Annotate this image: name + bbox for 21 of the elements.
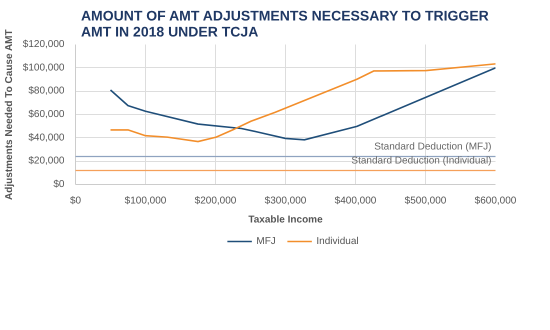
legend-label: MFJ [256,236,276,246]
y-tick-label: $100,000 [22,62,65,74]
y-tick-label: $80,000 [28,86,65,97]
ref-line-label: Standard Deduction (MFJ) [374,142,492,152]
chart-title: AMOUNT OF AMT ADJUSTMENTS NECESSARY TO TRIGGER AMT IN 2018 UNDER TCJA [80,8,489,40]
x-tick-label: $0 [70,196,82,206]
x-axis-title: Taxable Income [248,214,324,226]
x-tick-label: $100,000 [124,196,167,206]
x-tick-label: $500,000 [404,196,447,206]
x-tick-label: $200,000 [194,196,237,206]
ref-line-label: Standard Deduction (Individual) [351,156,492,166]
y-tick-label: $60,000 [28,109,65,120]
y-tick-label: $20,000 [28,156,65,167]
y-axis-title: Adjustments Needed To Cause AMT [4,29,15,200]
y-tick-label: $40,000 [28,132,65,144]
x-tick-label: $600,000 [474,196,517,206]
x-tick-label: $400,000 [334,196,377,206]
legend-label: Individual [316,236,359,246]
y-tick-label: $0 [53,179,65,190]
x-tick-label: $300,000 [264,196,307,206]
y-tick-label: $120,000 [22,39,65,50]
